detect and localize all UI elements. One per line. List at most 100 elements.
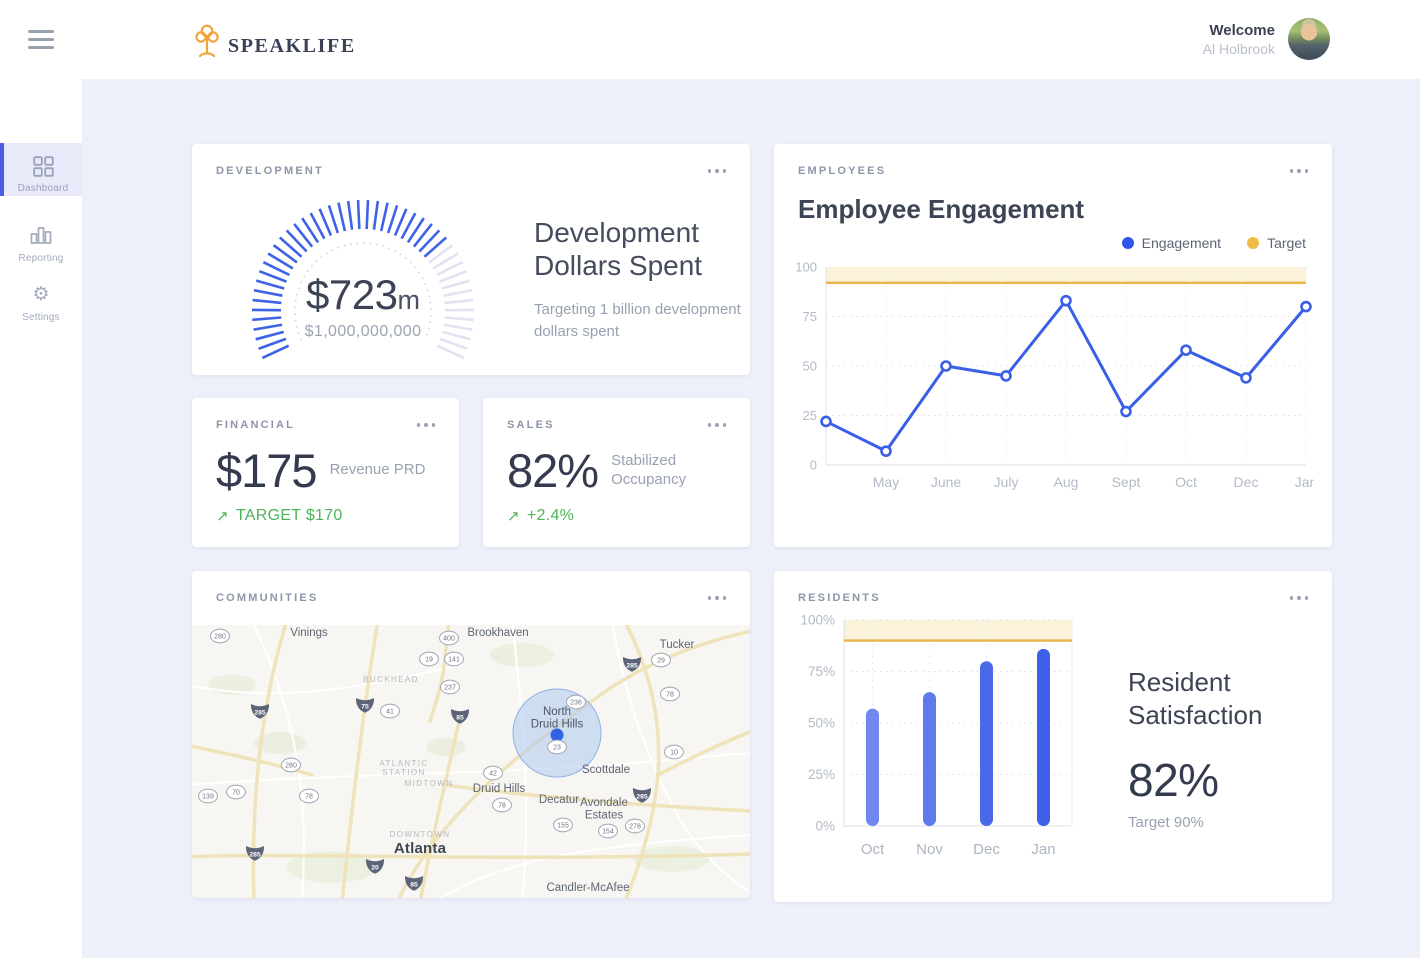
legend-dot-icon xyxy=(1121,237,1134,249)
map-canvas: North Druid Hills 280 400 19 141 237 285 75 41 85 2… xyxy=(192,625,750,898)
route-shield: 154 xyxy=(597,823,619,839)
interstate-shield: 20 xyxy=(365,859,385,874)
interstate-shield: 285 xyxy=(632,788,652,803)
sidebar: Dashboard Reporting ⚙ Settings xyxy=(0,0,82,958)
svg-text:78: 78 xyxy=(305,794,313,801)
communities-card: COMMUNITIES xyxy=(192,571,750,898)
legend-item-target[interactable]: Target xyxy=(1247,235,1306,251)
svg-text:78: 78 xyxy=(498,803,506,810)
route-shield: 23 xyxy=(546,739,568,755)
content-area: DEVELOPMENT $723m $1,000,000,000 Develop… xyxy=(82,79,1420,958)
sales-value-label: Stabilized Occupancy xyxy=(611,451,687,488)
data-point-marker xyxy=(1300,300,1312,313)
map-label: Decatur xyxy=(539,794,579,806)
route-shield: 42 xyxy=(482,765,504,781)
report-bars-icon xyxy=(0,225,82,247)
map-label: DOWNTOWN xyxy=(390,830,451,839)
map-label: ATLANTIC STATION xyxy=(379,759,428,777)
svg-text:0%: 0% xyxy=(815,819,835,834)
residents-text: Resident Satisfaction 82% Target 90% xyxy=(1128,666,1328,866)
data-point-marker xyxy=(1240,372,1252,384)
gauge-value: $723 xyxy=(306,271,398,318)
avatar[interactable] xyxy=(1288,18,1330,60)
svg-text:236: 236 xyxy=(570,700,582,707)
employees-card: EMPLOYEES Employee Engagement Engagement… xyxy=(774,144,1332,547)
map-label: BUCKHEAD xyxy=(363,675,419,684)
trend-up-icon: ↗ xyxy=(507,508,520,525)
card-menu-icon[interactable] xyxy=(707,165,726,177)
svg-text:Dec: Dec xyxy=(1234,474,1259,490)
financial-delta: ↗ TARGET $170 xyxy=(192,507,459,525)
card-menu-icon[interactable] xyxy=(416,419,435,431)
satisfaction-bar-chart: 0% 25% 50% 75% 100% Oct Nov Dec Jan xyxy=(800,613,1073,858)
route-shield: 78 xyxy=(298,788,320,804)
route-shield: 29 xyxy=(650,652,672,668)
data-point-marker xyxy=(1180,344,1192,356)
communities-map[interactable]: North Druid Hills 280 400 19 141 237 285 75 41 85 2… xyxy=(192,625,750,898)
route-shield: 70 xyxy=(225,784,247,800)
chart-legend: Engagement Target xyxy=(774,235,1332,251)
map-park-areas xyxy=(208,643,710,883)
development-gauge: $723m $1,000,000,000 xyxy=(228,179,498,364)
svg-text:141: 141 xyxy=(448,657,460,664)
svg-text:June: June xyxy=(931,474,962,490)
card-title: FINANCIAL xyxy=(216,419,296,431)
sidebar-item-dashboard[interactable]: Dashboard xyxy=(0,143,82,196)
svg-text:50: 50 xyxy=(803,359,817,374)
sidebar-item-settings[interactable]: ⚙ Settings xyxy=(0,272,82,325)
development-text: Development Dollars Spent Targeting 1 bi… xyxy=(534,177,764,364)
svg-text:Nov: Nov xyxy=(916,841,943,858)
svg-text:July: July xyxy=(994,474,1019,490)
svg-text:Jan: Jan xyxy=(1031,841,1055,858)
card-title: SALES xyxy=(507,419,555,431)
target-band xyxy=(844,620,1072,641)
svg-text:Oct: Oct xyxy=(1175,474,1197,490)
data-point-marker xyxy=(820,415,832,428)
card-menu-icon[interactable] xyxy=(1289,592,1308,604)
card-menu-icon[interactable] xyxy=(1289,165,1308,177)
development-card: DEVELOPMENT $723m $1,000,000,000 Develop… xyxy=(192,144,750,375)
legend-label: Engagement xyxy=(1141,235,1222,251)
card-menu-icon[interactable] xyxy=(707,592,726,604)
route-shield: 236 xyxy=(565,694,587,710)
sales-value: 82% xyxy=(507,444,599,497)
map-label: Atlanta xyxy=(394,840,447,857)
data-point-marker xyxy=(940,360,952,372)
route-shield: 10 xyxy=(663,744,685,760)
sidebar-item-reporting[interactable]: Reporting xyxy=(0,213,82,266)
legend-item-engagement[interactable]: Engagement xyxy=(1121,235,1222,251)
card-title: RESIDENTS xyxy=(798,592,881,604)
financial-card: FINANCIAL $175 Revenue PRD ↗ TARGET $170 xyxy=(192,398,459,547)
svg-text:285: 285 xyxy=(254,709,266,716)
residents-card: RESIDENTS 0% 25% 50% 75% 100% Oct Nov Dec Jan Re… xyxy=(774,571,1332,902)
svg-text:Oct: Oct xyxy=(861,841,885,858)
interstate-shield: 85 xyxy=(450,709,470,724)
bar-dec xyxy=(980,661,993,826)
gauge-unit: m xyxy=(397,285,420,315)
sales-delta: ↗ +2.4% xyxy=(483,507,750,525)
community-highlight[interactable]: North Druid Hills xyxy=(512,688,602,778)
map-label: Druid Hills xyxy=(473,783,526,795)
sales-card: SALES 82% Stabilized Occupancy ↗ +2.4% xyxy=(483,398,750,547)
hamburger-menu-icon[interactable] xyxy=(28,30,54,49)
svg-text:Jan: Jan xyxy=(1295,474,1314,490)
user-box: Welcome Al Holbrook xyxy=(1203,18,1330,60)
development-subtitle: Targeting 1 billion development dollars … xyxy=(534,300,741,341)
brand-logo[interactable]: SPEAKLIFE xyxy=(193,20,356,65)
residents-title: Resident Satisfaction xyxy=(1128,667,1263,730)
bar-oct xyxy=(866,708,879,826)
svg-text:Sept: Sept xyxy=(1112,474,1141,490)
data-point-marker xyxy=(880,445,892,457)
card-menu-icon[interactable] xyxy=(707,419,726,431)
map-label: Candler-McAfee xyxy=(546,882,629,894)
legend-dot-icon xyxy=(1247,237,1260,249)
financial-delta-text: TARGET $170 xyxy=(235,507,343,524)
svg-text:278: 278 xyxy=(629,824,641,831)
residents-value: 82% xyxy=(1128,754,1219,806)
svg-text:285: 285 xyxy=(636,793,648,800)
route-shield: 141 xyxy=(443,651,465,667)
interstate-shield: 285 xyxy=(245,846,265,861)
community-marker-dot[interactable] xyxy=(550,728,564,742)
card-title: COMMUNITIES xyxy=(216,592,319,604)
route-shield: 19 xyxy=(418,651,440,667)
